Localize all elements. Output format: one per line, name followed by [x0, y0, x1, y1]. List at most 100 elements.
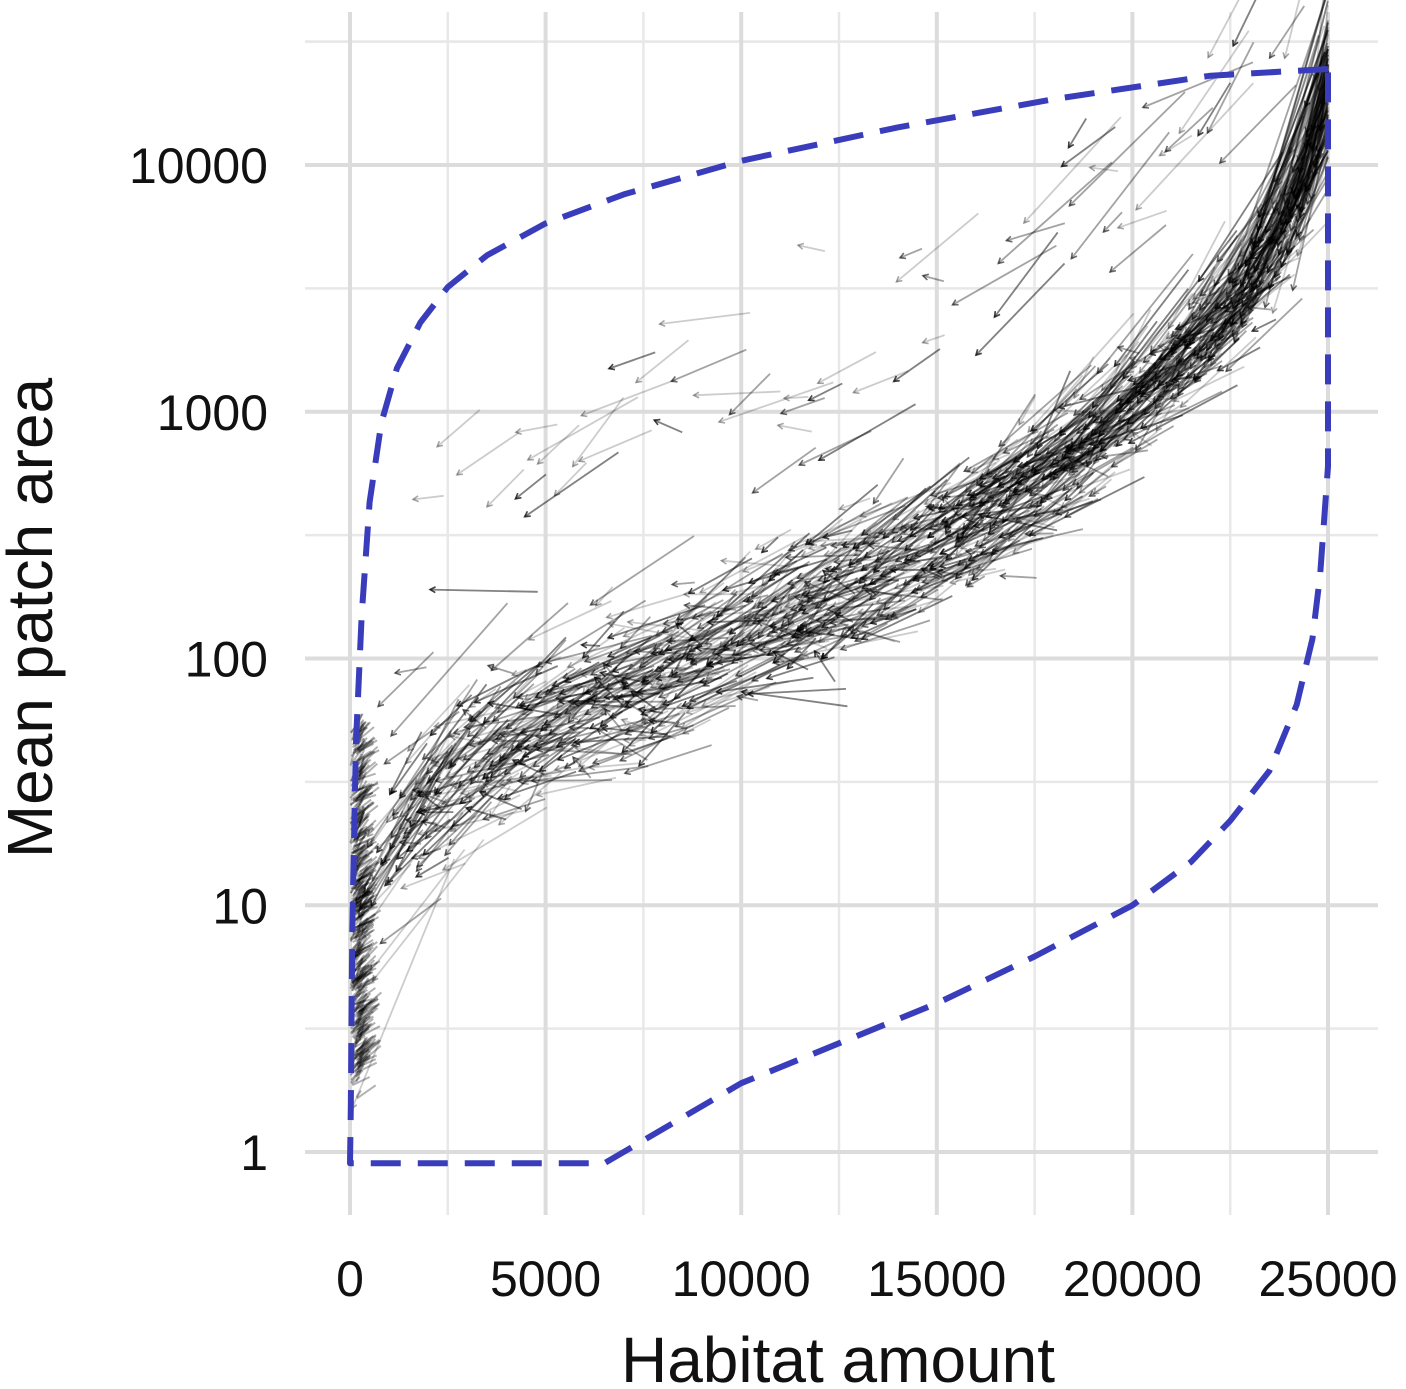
- transition-arrow: [589, 695, 640, 700]
- transition-arrow: [1071, 377, 1189, 473]
- arrow-head: [1115, 440, 1123, 448]
- arrow-head: [852, 577, 861, 584]
- arrow-head: [747, 634, 755, 642]
- arrow-head: [823, 550, 831, 558]
- transition-arrow: [781, 565, 852, 627]
- arrow-head: [523, 693, 531, 701]
- arrow-head: [1067, 141, 1075, 150]
- arrow-head: [741, 596, 750, 604]
- transition-arrow: [736, 637, 816, 662]
- transition-arrow: [1092, 372, 1159, 418]
- arrow-head: [965, 466, 974, 474]
- arrow-head: [796, 242, 805, 250]
- transition-arrow: [892, 461, 997, 521]
- transition-arrow: [1046, 460, 1088, 501]
- arrow-head: [991, 545, 1000, 553]
- arrow-head: [1233, 336, 1240, 344]
- arrow-head: [1248, 250, 1256, 258]
- arrow-head: [849, 632, 858, 640]
- arrow-head: [838, 503, 846, 511]
- transition-arrow: [961, 504, 1042, 518]
- transition-arrow: [899, 527, 972, 531]
- transition-arrow: [1226, 155, 1329, 301]
- transition-arrow: [468, 739, 505, 802]
- transition-arrow: [522, 682, 591, 716]
- transition-arrow: [929, 498, 1006, 510]
- arrow-head: [448, 825, 457, 832]
- arrow-head: [841, 624, 850, 632]
- transition-arrow: [1205, 285, 1260, 321]
- arrow-head: [649, 649, 658, 657]
- arrow-head: [937, 506, 946, 513]
- arrow-head: [1099, 445, 1107, 453]
- transition-arrow: [671, 348, 747, 383]
- transition-arrow: [1253, 168, 1303, 273]
- transition-arrow: [396, 823, 438, 860]
- arrow-head: [1198, 289, 1207, 297]
- arrow-head: [1062, 452, 1070, 460]
- arrow-head: [917, 606, 925, 614]
- arrow-head: [640, 714, 648, 722]
- transition-arrow: [918, 540, 1007, 614]
- arrow-head: [1252, 264, 1260, 272]
- arrow-head: [1233, 279, 1241, 288]
- transition-arrow: [801, 541, 835, 557]
- transition-arrow: [519, 710, 590, 778]
- transition-arrow: [1217, 346, 1261, 372]
- transition-arrow: [1051, 382, 1133, 466]
- arrow-head: [1080, 446, 1088, 455]
- arrow-head: [1283, 197, 1290, 206]
- transition-arrow: [1297, 92, 1329, 212]
- arrow-head: [1222, 318, 1230, 326]
- arrow-head: [1126, 366, 1135, 374]
- transition-arrow: [798, 575, 892, 611]
- transition-arrow: [430, 701, 491, 765]
- transition-arrow: [1173, 375, 1202, 381]
- transition-arrow: [642, 652, 689, 682]
- transition-arrow: [386, 783, 463, 884]
- transition-arrow: [1133, 284, 1243, 386]
- transition-arrow: [1035, 456, 1076, 508]
- arrow-head: [1199, 303, 1206, 312]
- arrow-head: [1141, 102, 1150, 109]
- arrow-head: [418, 808, 426, 816]
- transition-arrow: [634, 650, 696, 655]
- arrow-head: [1178, 127, 1186, 135]
- arrow-head: [997, 532, 1006, 539]
- transition-arrow: [1083, 375, 1149, 431]
- transition-arrow: [390, 685, 502, 838]
- transition-arrow: [934, 509, 980, 528]
- arrow-head: [687, 654, 696, 662]
- transition-arrow: [1194, 291, 1246, 382]
- arrow-head: [912, 513, 921, 521]
- arrow-head: [929, 547, 937, 555]
- arrow-head: [933, 537, 941, 545]
- transition-arrow: [973, 508, 1063, 527]
- arrow-head: [1304, 185, 1311, 193]
- arrow-head: [775, 632, 784, 640]
- transition-arrow: [854, 622, 888, 642]
- arrow-head: [640, 709, 648, 717]
- arrow-head: [398, 810, 406, 818]
- transition-arrow: [1193, 335, 1219, 360]
- transition-arrow: [1013, 456, 1056, 494]
- transition-arrow: [537, 424, 580, 465]
- transition-arrow: [1064, 472, 1094, 501]
- transition-arrow: [853, 370, 909, 394]
- transition-arrow: [1233, 88, 1329, 343]
- transition-arrow: [752, 446, 817, 494]
- transition-arrow: [1177, 283, 1259, 391]
- transition-arrow: [1252, 318, 1277, 332]
- arrow-head: [623, 683, 631, 691]
- arrow-head: [1088, 490, 1096, 497]
- transition-arrow: [818, 542, 933, 582]
- transition-arrow: [533, 736, 562, 748]
- arrow-head: [1063, 462, 1070, 470]
- transition-arrow: [524, 451, 619, 518]
- transition-arrow: [426, 744, 453, 775]
- arrow-head: [1282, 196, 1290, 204]
- transition-arrow: [422, 748, 534, 856]
- arrow-head: [1170, 374, 1178, 382]
- arrow-head: [1012, 488, 1021, 496]
- transition-arrow: [581, 673, 665, 679]
